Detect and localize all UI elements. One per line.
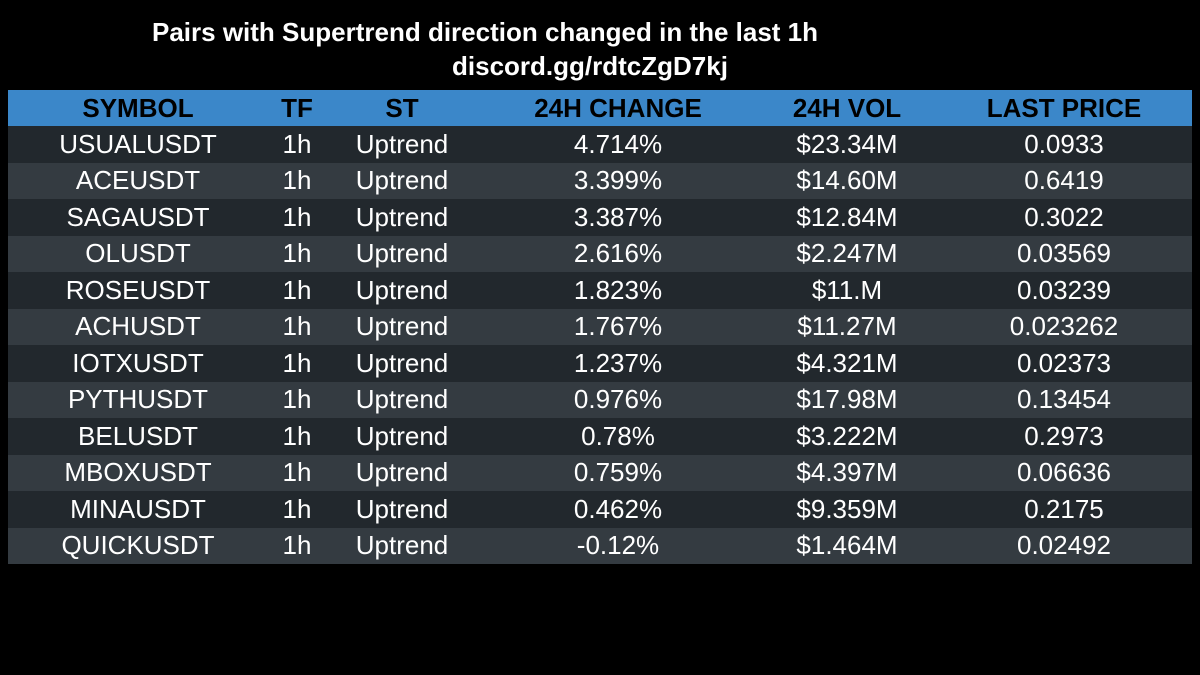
cell-tf: 1h: [282, 128, 312, 159]
cell-24h-change: 0.78%: [581, 420, 655, 451]
cell-24h-change: 3.399%: [573, 165, 663, 196]
cell-24h-vol: $3.222M: [796, 420, 898, 451]
cell-24h-change: 0.759%: [573, 457, 663, 488]
column-header-tf[interactable]: TF: [281, 92, 313, 123]
cell-last-price: 0.2175: [1024, 493, 1104, 524]
table-header-row: SYMBOL TF ST 24H CHANGE 24H VOL LAST PRI…: [8, 90, 1192, 126]
cell-24h-vol: $9.359M: [796, 493, 898, 524]
cell-24h-vol: $14.60M: [796, 165, 898, 196]
cell-tf: 1h: [282, 274, 312, 305]
cell-24h-vol: $12.84M: [796, 201, 898, 232]
cell-24h-change: -0.12%: [576, 530, 660, 561]
cell-symbol: ACEUSDT: [75, 165, 201, 196]
discord-link[interactable]: discord.gg/rdtcZgD7kj: [452, 51, 728, 81]
cell-st: Uptrend: [355, 384, 449, 415]
table-body: USUALUSDT 1h Uptrend 4.714% $23.34M 0.09…: [8, 126, 1192, 564]
table-row: ACEUSDT 1h Uptrend 3.399% $14.60M 0.6419: [8, 162, 1192, 199]
cell-24h-vol: $11.27M: [797, 311, 897, 342]
cell-symbol: BELUSDT: [78, 420, 198, 451]
cell-st: Uptrend: [355, 165, 449, 196]
cell-symbol: MBOXUSDT: [64, 457, 212, 488]
cell-st: Uptrend: [355, 420, 449, 451]
table-row: ROSEUSDT 1h Uptrend 1.823% $11.M 0.03239: [8, 272, 1192, 309]
cell-last-price: 0.0933: [1024, 128, 1104, 159]
cell-24h-vol: $17.98M: [796, 384, 898, 415]
cell-symbol: ACHUSDT: [75, 311, 201, 342]
table-row: OLUSDT 1h Uptrend 2.616% $2.247M 0.03569: [8, 235, 1192, 272]
cell-tf: 1h: [282, 530, 312, 561]
cell-st: Uptrend: [355, 530, 449, 561]
cell-24h-change: 3.387%: [573, 201, 663, 232]
cell-symbol: PYTHUSDT: [67, 384, 209, 415]
cell-tf: 1h: [282, 347, 312, 378]
cell-st: Uptrend: [355, 457, 449, 488]
cell-st: Uptrend: [355, 493, 449, 524]
column-header-last-price[interactable]: LAST PRICE: [986, 92, 1142, 123]
cell-st: Uptrend: [355, 347, 449, 378]
cell-symbol: MINAUSDT: [70, 493, 206, 524]
cell-tf: 1h: [282, 201, 312, 232]
cell-tf: 1h: [282, 384, 312, 415]
table-row: SAGAUSDT 1h Uptrend 3.387% $12.84M 0.302…: [8, 199, 1192, 236]
supertrend-pairs-table: SYMBOL TF ST 24H CHANGE 24H VOL LAST PRI…: [8, 90, 1192, 564]
cell-symbol: SAGAUSDT: [66, 201, 210, 232]
table-row: MBOXUSDT 1h Uptrend 0.759% $4.397M 0.066…: [8, 454, 1192, 491]
cell-24h-change: 0.462%: [573, 493, 663, 524]
cell-24h-vol: $4.321M: [796, 347, 898, 378]
cell-last-price: 0.02492: [1017, 530, 1111, 561]
cell-last-price: 0.13454: [1017, 384, 1111, 415]
cell-st: Uptrend: [355, 274, 449, 305]
table-row: BELUSDT 1h Uptrend 0.78% $3.222M 0.2973: [8, 418, 1192, 455]
cell-24h-change: 0.976%: [573, 384, 663, 415]
cell-24h-vol: $2.247M: [796, 238, 898, 269]
cell-tf: 1h: [282, 165, 312, 196]
cell-last-price: 0.3022: [1024, 201, 1104, 232]
cell-symbol: OLUSDT: [85, 238, 191, 269]
cell-last-price: 0.02373: [1017, 347, 1111, 378]
cell-last-price: 0.6419: [1024, 165, 1104, 196]
cell-24h-vol: $4.397M: [796, 457, 898, 488]
cell-24h-vol: $1.464M: [796, 530, 898, 561]
table-row: USUALUSDT 1h Uptrend 4.714% $23.34M 0.09…: [8, 126, 1192, 163]
cell-last-price: 0.023262: [1009, 311, 1119, 342]
column-header-24h-vol[interactable]: 24H VOL: [792, 92, 902, 123]
cell-tf: 1h: [282, 311, 312, 342]
cell-tf: 1h: [282, 493, 312, 524]
cell-24h-change: 1.767%: [573, 311, 663, 342]
cell-24h-change: 1.823%: [573, 274, 663, 305]
table-row: IOTXUSDT 1h Uptrend 1.237% $4.321M 0.023…: [8, 345, 1192, 382]
cell-24h-vol: $23.34M: [796, 128, 898, 159]
cell-symbol: USUALUSDT: [59, 128, 217, 159]
page-title: Pairs with Supertrend direction changed …: [152, 17, 819, 47]
table-row: MINAUSDT 1h Uptrend 0.462% $9.359M 0.217…: [8, 491, 1192, 528]
cell-24h-change: 1.237%: [573, 347, 663, 378]
cell-tf: 1h: [282, 457, 312, 488]
column-header-st[interactable]: ST: [385, 92, 419, 123]
cell-last-price: 0.03569: [1017, 238, 1111, 269]
cell-symbol: IOTXUSDT: [72, 347, 204, 378]
cell-st: Uptrend: [355, 238, 449, 269]
table-row: PYTHUSDT 1h Uptrend 0.976% $17.98M 0.134…: [8, 381, 1192, 418]
cell-st: Uptrend: [355, 311, 449, 342]
column-header-24h-change[interactable]: 24H CHANGE: [534, 92, 702, 123]
cell-st: Uptrend: [355, 128, 449, 159]
cell-24h-change: 2.616%: [573, 238, 663, 269]
cell-symbol: ROSEUSDT: [65, 274, 211, 305]
cell-st: Uptrend: [355, 201, 449, 232]
cell-tf: 1h: [282, 238, 312, 269]
column-header-symbol[interactable]: SYMBOL: [82, 92, 194, 123]
cell-tf: 1h: [282, 420, 312, 451]
cell-last-price: 0.03239: [1017, 274, 1111, 305]
cell-symbol: QUICKUSDT: [61, 530, 215, 561]
cell-last-price: 0.06636: [1017, 457, 1111, 488]
table-row: ACHUSDT 1h Uptrend 1.767% $11.27M 0.0232…: [8, 308, 1192, 345]
cell-last-price: 0.2973: [1024, 420, 1104, 451]
cell-24h-change: 4.714%: [573, 128, 663, 159]
cell-24h-vol: $11.M: [811, 274, 883, 305]
table-row: QUICKUSDT 1h Uptrend -0.12% $1.464M 0.02…: [8, 527, 1192, 564]
